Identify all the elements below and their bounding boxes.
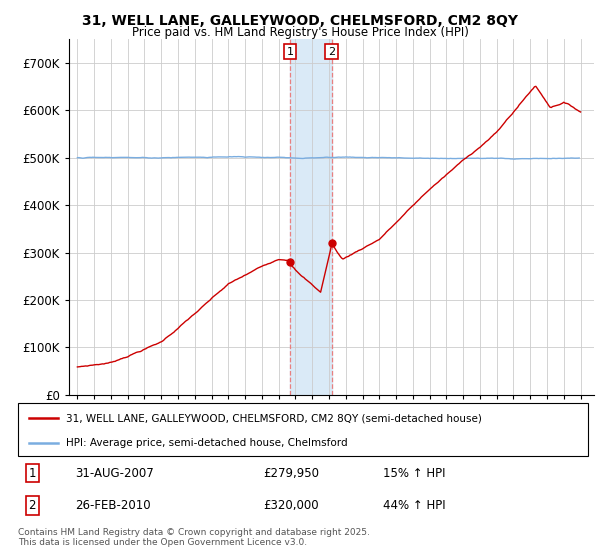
Text: 44% ↑ HPI: 44% ↑ HPI bbox=[383, 499, 445, 512]
Text: £279,950: £279,950 bbox=[263, 467, 319, 480]
Text: £320,000: £320,000 bbox=[263, 499, 319, 512]
Text: 1: 1 bbox=[29, 467, 36, 480]
Text: 2: 2 bbox=[328, 46, 335, 57]
Text: 15% ↑ HPI: 15% ↑ HPI bbox=[383, 467, 445, 480]
Text: Contains HM Land Registry data © Crown copyright and database right 2025.
This d: Contains HM Land Registry data © Crown c… bbox=[18, 528, 370, 547]
Text: 31, WELL LANE, GALLEYWOOD, CHELMSFORD, CM2 8QY: 31, WELL LANE, GALLEYWOOD, CHELMSFORD, C… bbox=[82, 14, 518, 28]
Text: 26-FEB-2010: 26-FEB-2010 bbox=[75, 499, 151, 512]
Bar bbox=[290, 39, 332, 395]
Text: HPI: Average price, semi-detached house, Chelmsford: HPI: Average price, semi-detached house,… bbox=[67, 438, 348, 448]
Text: Price paid vs. HM Land Registry's House Price Index (HPI): Price paid vs. HM Land Registry's House … bbox=[131, 26, 469, 39]
Text: 31-AUG-2007: 31-AUG-2007 bbox=[75, 467, 154, 480]
Text: 2: 2 bbox=[29, 499, 36, 512]
Text: 1: 1 bbox=[286, 46, 293, 57]
Text: 31, WELL LANE, GALLEYWOOD, CHELMSFORD, CM2 8QY (semi-detached house): 31, WELL LANE, GALLEYWOOD, CHELMSFORD, C… bbox=[67, 413, 482, 423]
